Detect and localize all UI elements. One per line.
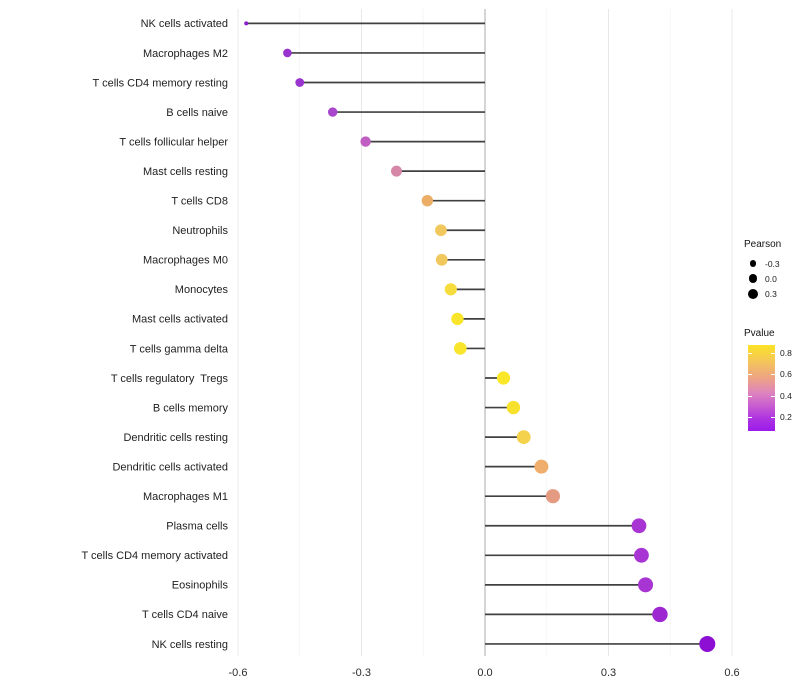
size-dot-icon [748,274,758,283]
size-dot-icon [749,260,757,267]
x-axis-tick-label: 0.0 [477,667,492,679]
lollipop-dot [631,518,647,534]
pvalue-color-legend: Pvalue 0.8 0.6 0.4 0.2 [744,328,800,433]
pearson-legend-value: 0.0 [765,273,777,284]
y-axis-label: Dendritic cells activated [112,461,228,473]
pvalue-legend-title: Pvalue [744,328,775,339]
y-axis-label: Macrophages M0 [143,255,228,267]
pearson-legend-title: Pearson [744,239,782,250]
y-axis-label: T cells follicular helper [119,136,228,148]
y-axis-label: Plasma cells [166,521,228,533]
lollipop-dot [327,107,338,117]
x-axis-tick-label: 0.3 [601,667,616,679]
pearson-legend-value: -0.3 [765,258,780,269]
y-axis-label: T cells CD4 memory resting [93,77,229,89]
y-axis-label: Neutrophils [172,225,228,237]
lollipop-dot [516,430,531,444]
pvalue-gradient-wrap: 0.8 0.6 0.4 0.2 [744,345,800,433]
lollipop-dot [496,371,511,385]
y-axis-label: T cells CD4 naive [142,609,228,621]
y-axis-label: B cells naive [166,107,228,119]
lollipop-dot [390,165,402,177]
pvalue-tick-label: 0.8 [780,348,792,358]
lollipop-dot [295,78,305,87]
x-axis-tick-label: -0.3 [352,667,371,679]
y-axis-label: T cells gamma delta [130,343,229,355]
lollipop-dot [652,606,668,623]
lollipop-dot [534,459,549,474]
x-axis-tick-label: -0.6 [229,667,248,679]
lollipop-dot [283,48,292,58]
lollipop-dot [453,342,467,355]
lollipop-dot [444,283,457,296]
y-axis-label: Eosinophils [172,580,229,592]
y-axis-label: NK cells activated [141,18,228,30]
pearson-size-legend: Pearson -0.3 0.0 0.3 [744,239,798,301]
pearson-legend-entry: 0.3 [744,286,798,301]
x-axis-tick-label: 0.6 [724,667,739,679]
y-axis-label: Monocytes [175,284,229,296]
lollipop-dot [244,21,249,26]
lollipop-dot [435,224,447,237]
pvalue-tick-label: 0.6 [780,369,792,380]
pvalue-tick-label: 0.2 [780,412,792,423]
y-axis-label: Dendritic cells resting [123,432,228,444]
y-axis-label: Macrophages M1 [143,491,228,503]
y-axis-label: Mast cells activated [132,314,228,326]
y-axis-label: T cells CD4 memory activated [81,550,228,562]
pvalue-tick-label: 0.4 [780,390,792,401]
y-axis-label: NK cells resting [152,639,228,651]
pearson-legend-entry: 0.0 [744,271,798,286]
lollipop-dot [421,195,434,207]
lollipop-dot [545,489,561,504]
lollipop-dot [699,635,716,652]
pearson-legend-entry: -0.3 [744,256,798,271]
y-axis-label: Macrophages M2 [143,48,228,60]
lollipop-dot [506,400,521,415]
y-axis-label: B cells memory [153,402,229,414]
y-axis-label: T cells regulatory Tregs [111,373,229,385]
lollipop-dot [360,136,371,147]
pearson-legend-value: 0.3 [765,288,777,299]
y-axis-label: T cells CD8 [171,196,228,208]
pvalue-gradient-bar [748,345,775,431]
size-dot-icon [748,288,758,299]
lollipop-dot [451,312,464,326]
lollipop-dot [638,577,654,593]
y-axis-label: Mast cells resting [143,166,228,178]
lollipop-dot [634,547,649,563]
lollipop-dot [435,253,448,266]
